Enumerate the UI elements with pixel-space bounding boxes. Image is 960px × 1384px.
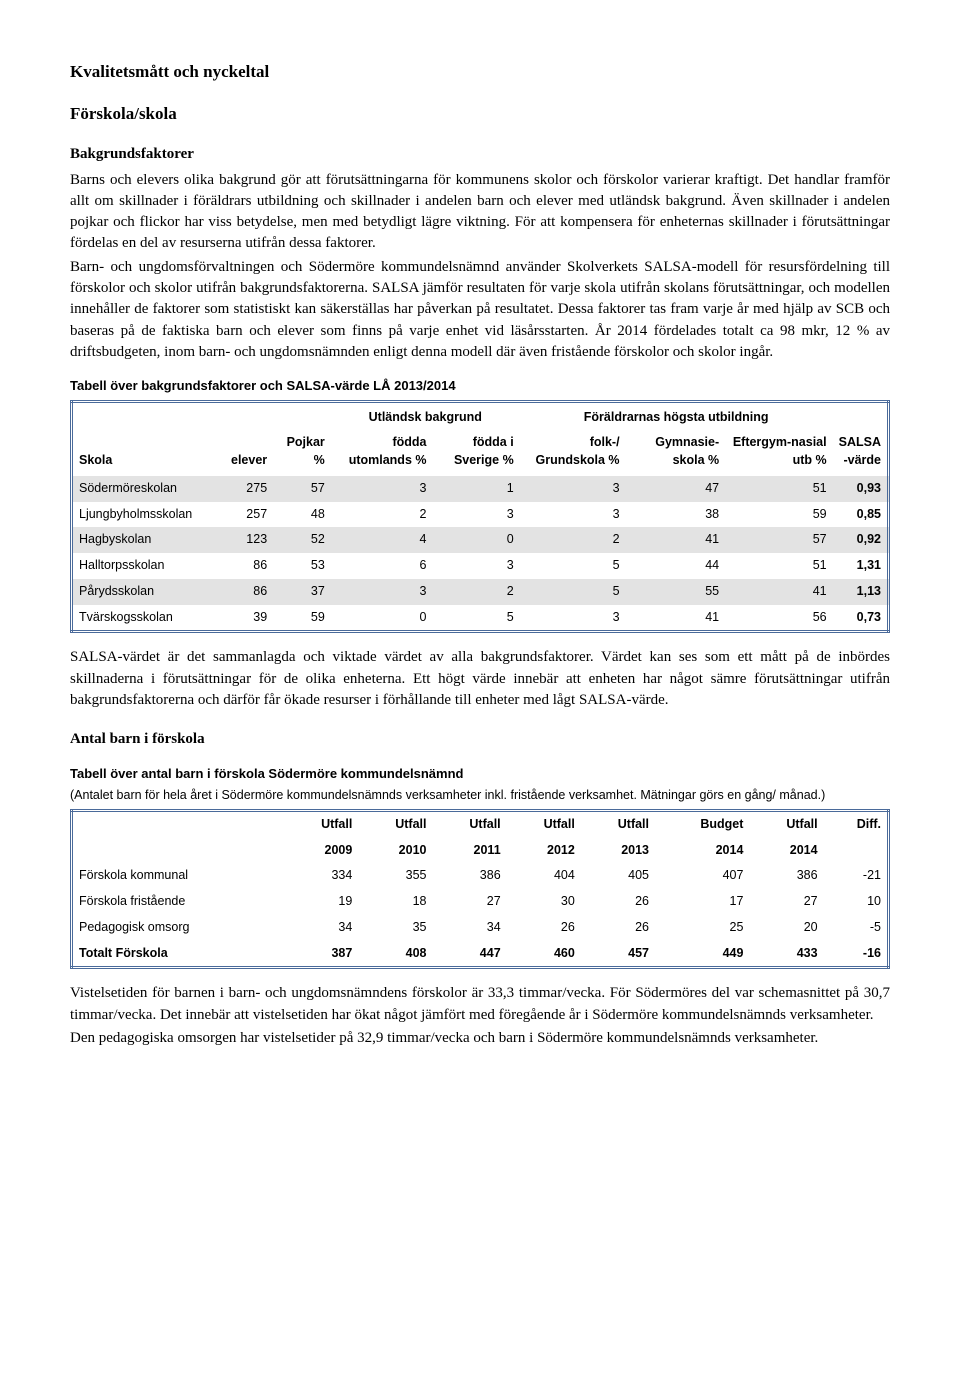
col-header: födda i Sverige % bbox=[433, 430, 520, 476]
table-row: Ljungbyholmsskolan2574823338590,85 bbox=[72, 502, 889, 528]
table-title: Tabell över bakgrundsfaktorer och SALSA-… bbox=[70, 377, 890, 395]
col-header: Utfall bbox=[358, 810, 432, 837]
table-row: Förskola kommunal334355386404405407386-2… bbox=[72, 863, 889, 889]
section-heading: Förskola/skola bbox=[70, 102, 890, 126]
col-header: 2009 bbox=[284, 838, 358, 864]
col-header: elever bbox=[225, 430, 273, 476]
table-subtitle: (Antalet barn för hela året i Södermöre … bbox=[70, 787, 890, 805]
col-header: födda utomlands % bbox=[331, 430, 433, 476]
body-paragraph: SALSA-värdet är det sammanlagda och vikt… bbox=[70, 647, 890, 711]
forskola-table: UtfallUtfallUtfallUtfallUtfallBudgetUtfa… bbox=[70, 809, 890, 970]
col-header: 2012 bbox=[507, 838, 581, 864]
table-row: Hagbyskolan1235240241570,92 bbox=[72, 527, 889, 553]
table-row: Halltorpsskolan865363544511,31 bbox=[72, 553, 889, 579]
col-header: folk-/ Grundskola % bbox=[520, 430, 626, 476]
table-row: Pårydsskolan863732555411,13 bbox=[72, 579, 889, 605]
col-header: 2011 bbox=[432, 838, 506, 864]
table-row: Totalt Förskola387408447460457449433-16 bbox=[72, 941, 889, 968]
body-paragraph: Den pedagogiska omsorgen har vistelsetid… bbox=[70, 1028, 890, 1049]
col-header: Utfall bbox=[507, 810, 581, 837]
body-paragraph: Barn- och ungdomsförvaltningen och Söder… bbox=[70, 257, 890, 363]
col-header: 2010 bbox=[358, 838, 432, 864]
table-row: Tvärskogsskolan395905341560,73 bbox=[72, 605, 889, 632]
col-header: Pojkar % bbox=[273, 430, 331, 476]
col-header: 2014 bbox=[655, 838, 749, 864]
salsa-table: Utländsk bakgrund Föräldrarnas högsta ut… bbox=[70, 400, 890, 634]
col-header: Diff. bbox=[824, 810, 889, 837]
col-header: Utfall bbox=[284, 810, 358, 837]
page-title: Kvalitetsmått och nyckeltal bbox=[70, 60, 890, 84]
body-paragraph: Barns och elevers olika bakgrund gör att… bbox=[70, 170, 890, 255]
col-header: 2014 bbox=[749, 838, 823, 864]
table-row: Södermöreskolan2755731347510,93 bbox=[72, 476, 889, 502]
col-header bbox=[824, 838, 889, 864]
col-header: Budget bbox=[655, 810, 749, 837]
table-group-header: Utländsk bakgrund bbox=[331, 401, 520, 430]
col-header: Eftergym-nasial utb % bbox=[725, 430, 832, 476]
col-header: SALSA -värde bbox=[833, 430, 889, 476]
col-header: 2013 bbox=[581, 838, 655, 864]
col-header: Utfall bbox=[581, 810, 655, 837]
body-paragraph: Vistelsetiden för barnen i barn- och ung… bbox=[70, 983, 890, 1026]
table-row: Pedagogisk omsorg34353426262520-5 bbox=[72, 915, 889, 941]
col-header: Utfall bbox=[749, 810, 823, 837]
col-header: Utfall bbox=[432, 810, 506, 837]
table-group-header: Föräldrarnas högsta utbildning bbox=[520, 401, 833, 430]
table-title: Tabell över antal barn i förskola Söderm… bbox=[70, 765, 890, 783]
subsection-heading: Bakgrundsfaktorer bbox=[70, 144, 890, 165]
col-header: Gymnasie-skola % bbox=[626, 430, 726, 476]
subsection-heading: Antal barn i förskola bbox=[70, 729, 890, 750]
col-header: Skola bbox=[72, 430, 226, 476]
table-row: Förskola fristående1918273026172710 bbox=[72, 889, 889, 915]
